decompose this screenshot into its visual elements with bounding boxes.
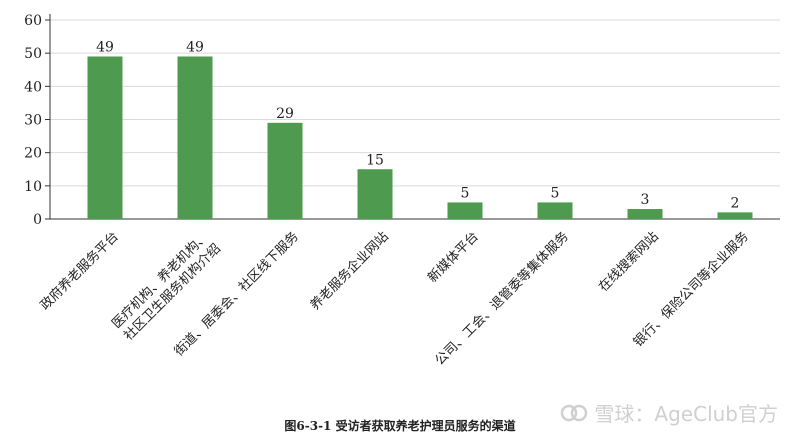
bar: [267, 122, 303, 219]
snowball-logo-icon: [561, 404, 588, 421]
bar: [357, 169, 393, 219]
data-label: 15: [366, 152, 384, 168]
x-tick-label: 新媒体平台: [425, 229, 482, 286]
data-label: 3: [641, 192, 650, 208]
bar: [627, 209, 663, 219]
y-tick-label: 60: [24, 13, 42, 29]
y-tick-label: 0: [33, 212, 42, 228]
x-tick-label-line: 政府养老服务平台: [37, 229, 122, 314]
x-tick-label: 政府养老服务平台: [37, 229, 122, 314]
data-label: 49: [96, 39, 114, 55]
x-tick-label-line: 医疗机构、养老机构、: [109, 229, 212, 332]
x-tick-label: 在线搜索网站: [596, 229, 662, 295]
bar: [87, 56, 123, 219]
data-label: 5: [461, 185, 470, 201]
figure-caption: 图6-3-1 受访者获取养老护理员服务的渠道: [284, 419, 516, 433]
watermark-text: 雪球：AgeClub官方: [594, 402, 778, 426]
data-label: 29: [276, 106, 294, 122]
y-tick-label: 20: [24, 146, 42, 162]
y-tick-label: 10: [24, 179, 42, 195]
watermark: 雪球：AgeClub官方: [560, 398, 778, 427]
y-tick-label: 50: [24, 46, 42, 62]
x-tick-label-line: 新媒体平台: [425, 229, 482, 286]
bar: [717, 212, 753, 219]
x-tick-label-line: 在线搜索网站: [596, 229, 662, 295]
data-label: 2: [731, 195, 740, 211]
x-tick-label-line: 养老服务企业网站: [307, 229, 392, 314]
x-tick-label: 养老服务企业网站: [307, 229, 392, 314]
data-label: 49: [186, 39, 204, 55]
bar: [177, 56, 213, 219]
bar: [447, 202, 483, 219]
y-tick-label: 40: [24, 79, 42, 95]
bar: [537, 202, 573, 219]
y-tick-label: 30: [24, 113, 42, 129]
data-label: 5: [551, 185, 560, 201]
